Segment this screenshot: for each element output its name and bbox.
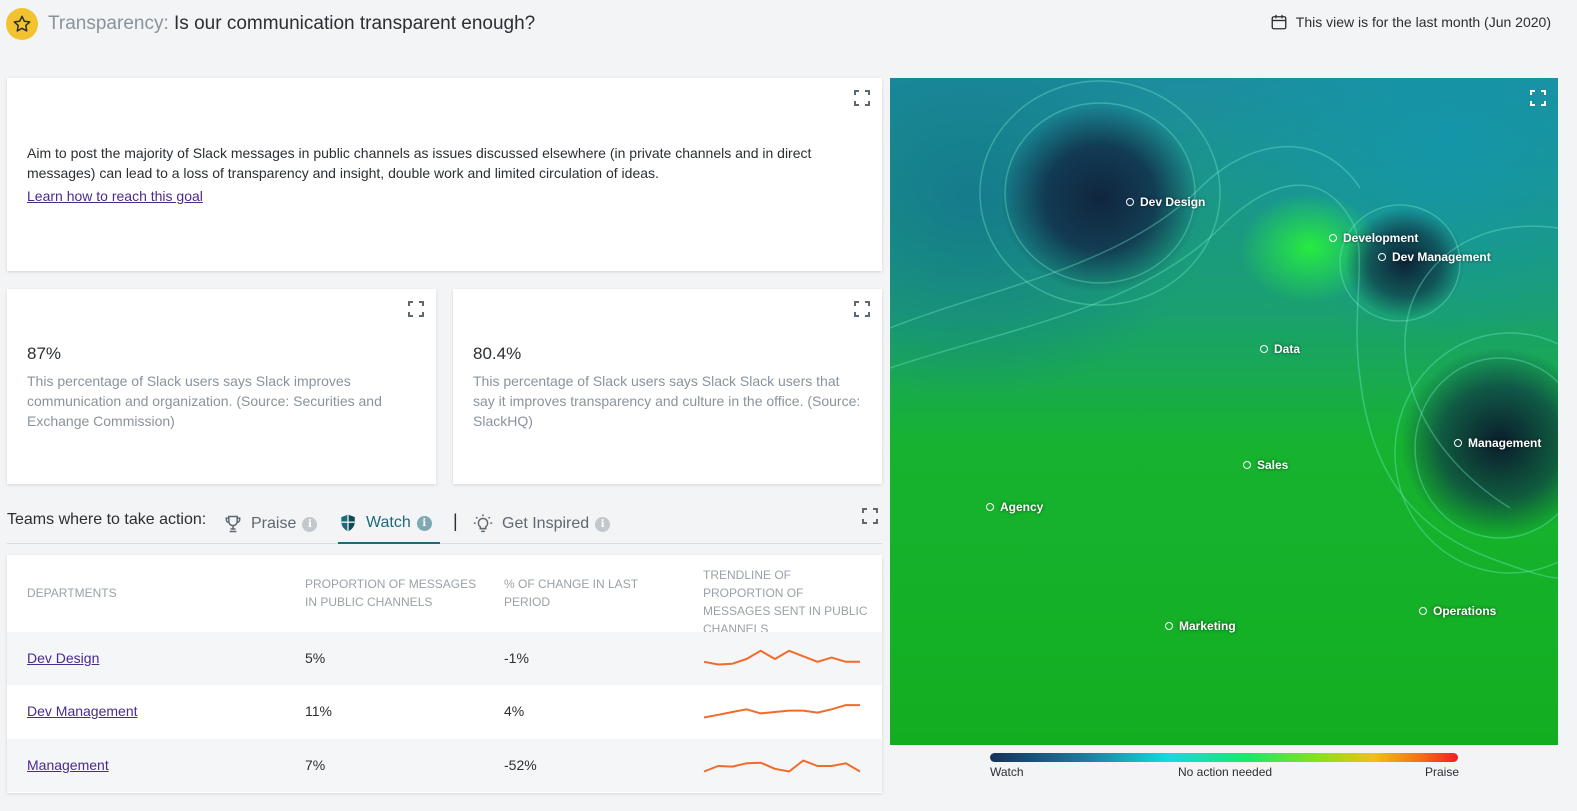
node-marker [1329,234,1337,242]
calendar-icon [1271,14,1287,30]
info-icon[interactable]: i [302,516,318,532]
change-value: 4% [504,703,525,719]
learn-goal-link[interactable]: Learn how to reach this goal [27,188,203,204]
node-label: Dev Design [1140,195,1206,209]
contour-lines [890,80,1558,579]
proportion-value: 11% [305,703,332,719]
tab-praise[interactable]: Praise i [223,504,318,544]
heatmap-legend-bar [990,753,1458,762]
page-question: Is our communication transparent enough? [174,13,536,34]
lightbulb-icon [473,514,493,533]
map-node[interactable]: Dev Design [1126,195,1205,209]
shield-icon [341,514,355,532]
stat-description: This percentage of Slack users says Slac… [27,373,382,429]
tab-get-inspired-label: Get Inspired [502,515,590,532]
column-header-change: % of change in last period [504,577,638,609]
departments-table: Departments Proportion of messages in pu… [7,555,882,793]
map-node[interactable]: Sales [1243,458,1288,472]
favorite-star-button[interactable] [6,8,38,40]
legend-watch-label: Watch [990,765,1024,779]
tab-watch[interactable]: Watch i [338,504,440,544]
expand-icon [1530,90,1546,106]
page-category: Transparency: [48,13,169,34]
node-label: Sales [1257,458,1289,472]
node-label: Agency [1000,500,1044,514]
expand-icon [854,90,870,106]
expand-goal-button[interactable] [854,90,870,106]
tab-separator: | [453,511,458,531]
node-marker [1378,253,1386,261]
info-icon[interactable]: i [595,516,611,532]
trendline-path [703,649,860,666]
teams-tabs: Teams where to take action: Praise i Wat… [7,504,882,544]
column-header-departments: Departments [27,586,117,600]
node-label: Management [1468,436,1542,450]
map-node[interactable]: Operations [1419,604,1496,618]
star-icon [13,15,31,32]
expand-map-button[interactable] [1530,90,1546,106]
expand-stat-button[interactable] [854,301,870,317]
table-row: Dev Management 11% 4% [7,685,882,738]
trendline-path [703,704,860,719]
node-label: Operations [1433,604,1497,618]
stat-value: 87% [27,344,62,363]
goal-description: Aim to post the majority of Slack messag… [27,145,812,181]
table-row: Management 7% -52% [7,739,882,792]
map-node[interactable]: Agency [986,500,1043,514]
stat-value: 80.4% [473,344,522,363]
map-node[interactable]: Marketing [1165,619,1236,633]
department-link[interactable]: Dev Management [27,703,138,719]
trendline-path [703,759,861,773]
node-label: Data [1274,342,1301,356]
node-marker [1165,622,1173,630]
change-value: -1% [504,650,529,666]
stat-card: 87% This percentage of Slack users says … [7,289,436,484]
teams-label: Teams where to take action: [7,511,207,528]
node-marker [1419,607,1427,615]
trendline-sparkline [703,759,861,773]
change-value: -52% [504,757,537,773]
expand-icon [408,301,424,317]
stat-card: 80.4% This percentage of Slack users say… [453,289,882,484]
proportion-value: 5% [305,650,326,666]
node-label: Development [1343,231,1419,245]
node-marker [1260,345,1268,353]
period-text: This view is for the last month (Jun 202… [1295,14,1551,30]
tab-praise-label: Praise [251,515,297,532]
expand-table-button[interactable] [862,508,878,524]
table-row: Dev Design 5% -1% [7,632,882,685]
legend-praise-label: Praise [1425,765,1460,779]
department-link[interactable]: Dev Design [27,650,100,666]
expand-icon [862,508,878,524]
legend-neutral-label: No action needed [1178,765,1273,779]
goal-card: Aim to post the majority of Slack messag… [7,78,882,271]
period-indicator: This view is for the last month (Jun 202… [1270,13,1551,31]
map-node[interactable]: Management [1454,436,1541,450]
node-marker [986,503,994,511]
map-node[interactable]: Development [1329,231,1418,245]
tab-watch-label: Watch [366,514,411,531]
page-header: Transparency: Is our communication trans… [6,8,535,40]
expand-stat-button[interactable] [408,301,424,317]
info-icon[interactable]: i [416,515,432,531]
trophy-icon [225,515,241,533]
node-label: Marketing [1179,619,1236,633]
map-node[interactable]: Dev Management [1378,250,1491,264]
expand-icon [854,301,870,317]
tab-get-inspired[interactable]: Get Inspired i [472,504,611,544]
department-link[interactable]: Management [27,757,109,773]
column-header-trendline: Trendline of proportion of messages sent… [703,568,868,636]
trendline-sparkline [703,649,860,666]
node-label: Dev Management [1392,250,1491,264]
stat-description: This percentage of Slack users says Slac… [473,373,861,429]
node-marker [1126,198,1134,206]
trendline-sparkline [703,704,860,719]
page-title: Transparency: Is our communication trans… [48,13,535,35]
team-heatmap: Dev Design Development Dev Management Da… [890,78,1558,745]
column-header-proportion: Proportion of messages in public channel… [305,577,477,609]
map-node[interactable]: Data [1260,342,1300,356]
node-marker [1454,439,1462,447]
node-marker [1243,461,1251,469]
proportion-value: 7% [305,757,326,773]
